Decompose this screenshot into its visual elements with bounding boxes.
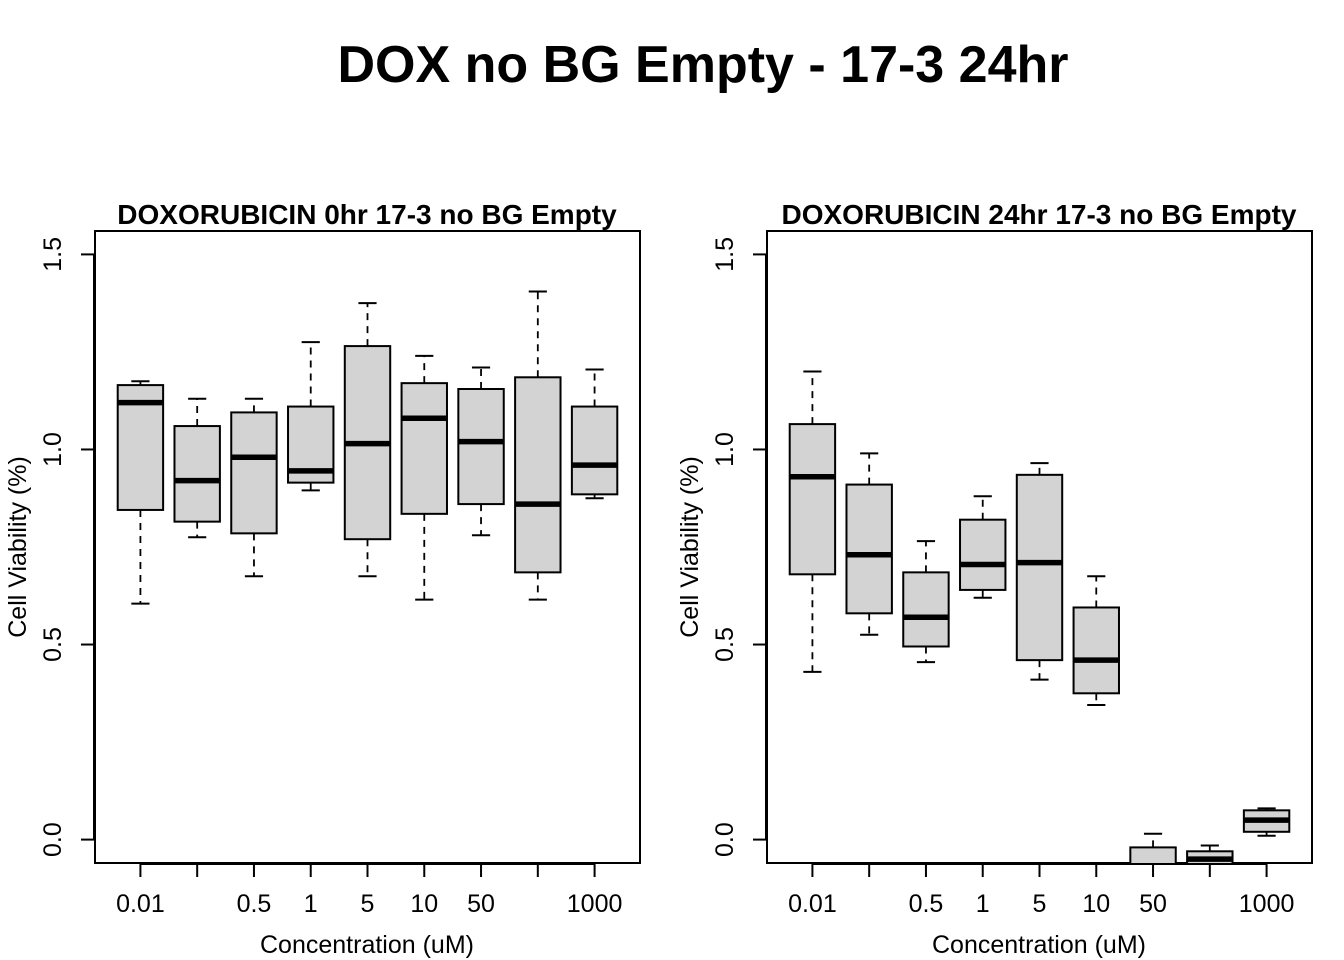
figure-title: DOX no BG Empty - 17-3 24hr [337,36,1068,94]
panel-0hr-x-tick-label: 0.01 [116,890,165,918]
panel-0hr-x-label: Concentration (uM) [260,931,474,959]
panel-0hr-box-0.01 [116,380,165,605]
panel-0hr-x-tick-label: 1 [304,890,318,918]
panel-0hr: DOXORUBICIN 0hr 17-3 no BG Empty 0.0 0.5 1… [4,199,641,959]
panel-0hr-y-tick-label: 1.5 [39,237,67,272]
iqr-box [959,518,1007,591]
panel-0hr-x-tick-label: 1000 [567,890,623,918]
iqr-box [1015,473,1064,662]
panel-24hr-box-10 [1072,575,1120,706]
panel-0hr-box-1 [287,341,335,492]
panel-24hr-box-100 [1186,844,1234,863]
panel-0hr-x-tick-label: 50 [467,890,495,918]
iqr-box [230,411,278,535]
panel-24hr-x-tick-label: 0.5 [909,890,944,918]
panel-24hr-boxes [788,370,1291,863]
iqr-box [457,388,505,506]
panel-24hr-x-tick-label: 50 [1139,890,1167,918]
iqr-box [400,382,448,515]
panel-0hr-x-axis: 0.01 0.5 1 5 10 50 1000 [116,863,623,918]
panel-0hr-box-50 [457,366,505,537]
panel-0hr-y-label: Cell Viability (%) [4,456,32,638]
panel-0hr-x-tick-label: 5 [361,890,375,918]
panel-24hr-box-0.1 [845,452,893,636]
panel-24hr-y-axis: 0.0 0.5 1.0 1.5 [711,237,767,857]
panel-24hr-box-0.01 [788,370,837,673]
iqr-box [902,571,950,648]
panel-0hr-box-100 [514,290,562,601]
panel-24hr-x-tick-label: 0.01 [788,890,837,918]
panel-24hr-box-1000 [1242,807,1291,837]
panel-0hr-y-tick-label: 1.0 [39,432,67,467]
panel-24hr-box-5 [1015,462,1064,681]
panel-24hr-y-tick-label: 0.0 [711,822,739,857]
panel-24hr-title: DOXORUBICIN 24hr 17-3 no BG Empty [782,199,1297,230]
panel-24hr-y-tick-label: 0.5 [711,627,739,662]
iqr-box [1072,606,1120,695]
panel-24hr-y-tick-label: 1.0 [711,432,739,467]
panel-0hr-box-10 [400,354,448,601]
panel-24hr-x-tick-label: 10 [1082,890,1110,918]
iqr-box [116,384,165,511]
panel-0hr-y-tick-label: 0.5 [39,627,67,662]
panel-24hr-box-50 [1129,832,1177,863]
panel-0hr-box-0.1 [173,397,221,539]
panel-0hr-title: DOXORUBICIN 0hr 17-3 no BG Empty [117,199,617,230]
panel-24hr-x-axis: 0.01 0.5 1 5 10 50 1000 [788,863,1295,918]
panel-24hr-x-label: Concentration (uM) [932,931,1146,959]
panel-24hr-box-0.5 [902,540,950,664]
iqr-box [514,376,562,574]
panel-24hr-x-tick-label: 5 [1033,890,1047,918]
panel-24hr-box-1 [959,495,1007,599]
panel-0hr-box-1000 [570,368,619,500]
iqr-box [845,483,893,615]
panel-24hr-y-tick-label: 1.5 [711,237,739,272]
panel-0hr-x-tick-label: 10 [410,890,438,918]
panel-24hr: DOXORUBICIN 24hr 17-3 no BG Empty 0.0 0.5… [676,199,1313,959]
panel-0hr-box-5 [343,302,392,578]
panel-0hr-x-tick-label: 0.5 [237,890,272,918]
panel-0hr-box-0.5 [230,397,278,578]
iqr-box [173,425,221,523]
panel-24hr-y-label: Cell Viability (%) [676,456,704,638]
panel-0hr-boxes [116,290,619,605]
iqr-box [788,423,837,576]
iqr-box [1129,846,1177,863]
panel-0hr-y-axis: 0.0 0.5 1.0 1.5 [39,237,95,857]
iqr-box [570,405,619,496]
panel-0hr-y-tick-label: 0.0 [39,822,67,857]
panel-24hr-x-tick-label: 1 [976,890,990,918]
panel-24hr-x-tick-label: 1000 [1239,890,1295,918]
